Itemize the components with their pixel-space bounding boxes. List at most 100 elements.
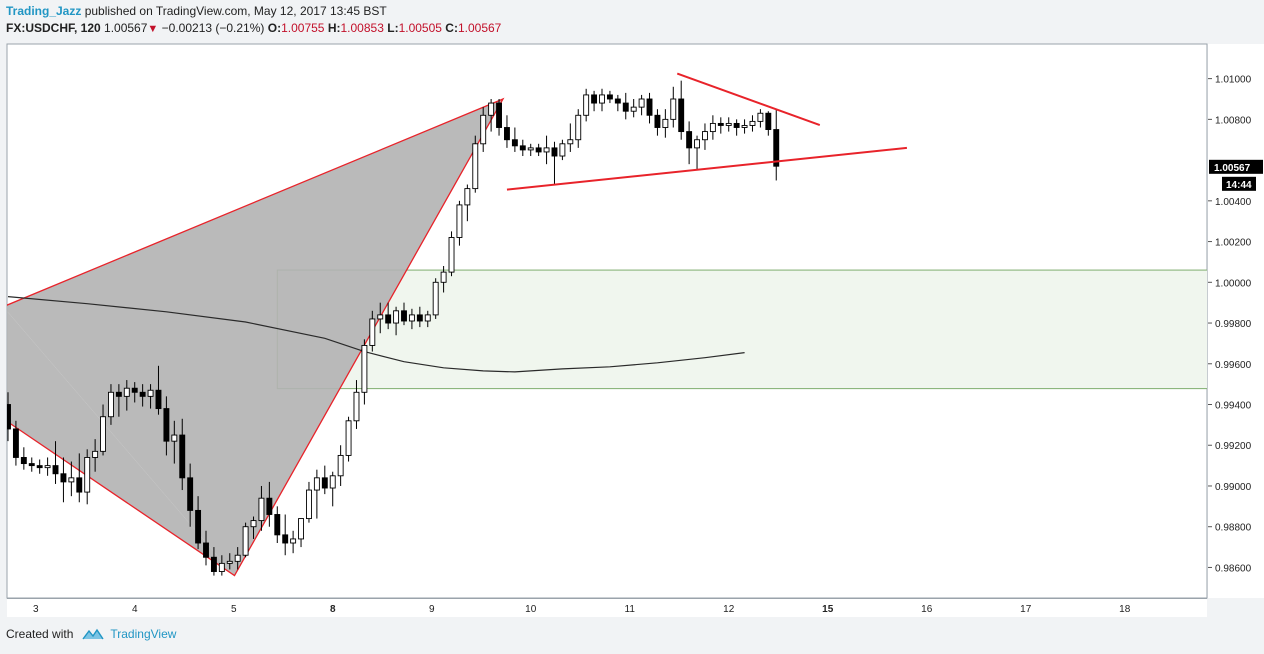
candle-body-up [68,477,75,483]
author-link[interactable]: Trading_Jazz [6,4,82,18]
candle [725,117,732,132]
candle [456,200,463,246]
time-tick-label: 11 [625,604,636,615]
candle-body-up [527,147,534,151]
candle [242,522,249,558]
candle [68,461,75,497]
candle [100,404,106,456]
candle-body-up [226,560,233,564]
tradingview-link[interactable]: TradingView [110,627,177,641]
candle-body-up [725,122,732,126]
candle [195,496,202,550]
candle [488,98,495,132]
candle [511,127,518,152]
candle-body-up [464,188,471,206]
candle [274,506,281,544]
candle [298,518,304,548]
candle [361,339,368,405]
candle-body-up [583,94,590,116]
candle-body-up [662,118,669,128]
candle-body-up [123,387,130,397]
candle [614,94,621,112]
candle-body-down [385,314,392,324]
candle-body-up [638,98,645,108]
moving-average-line [7,296,745,373]
candle-body-up [377,314,384,320]
candle-body-down [131,387,138,393]
demand-zone [276,269,1207,390]
candle-body-up [432,281,439,316]
candle-body-up [337,454,344,477]
candle-body-up [290,538,297,544]
candle-body-down [187,477,194,511]
candle [266,481,273,527]
candle-body-down [321,477,328,489]
candle-body-down [686,131,693,149]
countdown-tag [1222,176,1256,191]
price-tick-label: 1.00800 [1215,115,1252,126]
candle-body-up [599,94,605,104]
candle-body-up [345,420,352,456]
candle-body-down [519,145,526,151]
price-tick-label: 1.00200 [1215,238,1252,249]
candle-body-up [543,147,550,153]
candle-body-down [551,147,558,157]
price-tick-label: 0.99600 [1215,360,1252,371]
price-change: −0.00213 (−0.21%) [161,21,265,35]
candle-body-up [575,114,582,141]
candle-body-up [84,457,91,493]
candle-body-up [559,143,566,157]
candle [377,302,384,334]
candle [678,80,685,140]
candle [504,115,510,148]
candle [36,459,43,474]
candle [670,86,677,128]
candle-body-up [313,477,320,491]
time-tick-label: 5 [231,604,237,615]
harmonic-pattern-upper [7,99,503,576]
candle [551,141,558,185]
candle [773,109,780,181]
candle-body-down [274,514,281,536]
time-tick-label: 17 [1020,604,1032,615]
candle-body-up [393,310,400,324]
candle-body-down [115,391,122,397]
candle [345,416,352,462]
candle-body-down [622,102,629,112]
candle-body-down [606,94,613,100]
candle-body-up [369,318,376,346]
candle-body-down [179,434,186,479]
candle [424,310,431,328]
published-text: published on TradingView.com, May 12, 20… [84,4,387,18]
candle [7,392,11,442]
candle [733,119,740,136]
candle-body-down [511,139,518,147]
candle [313,469,320,519]
candle [131,382,138,403]
last-price-label: 1.00567 [1214,163,1251,174]
candle [321,465,328,495]
candle [92,439,99,472]
open-label: O: [267,21,282,35]
candle [630,98,637,118]
candle-body-up [171,434,178,442]
candle-body-down [733,122,740,128]
candle-body-up [108,391,114,418]
candle [210,547,217,576]
candle-body-down [504,127,510,141]
quote-line: FX:USDCHF, 120 1.00567▼ −0.00213 (−0.21%… [6,20,1256,38]
candle-body-down [591,94,598,104]
time-tick-label: 12 [723,604,735,615]
footer: Created with TradingView [6,627,176,641]
tradingview-logo-icon [82,628,104,640]
candle [369,310,376,352]
candle [250,516,257,539]
candle-body-up [361,344,368,393]
candle [448,231,455,277]
candle [543,135,550,165]
candle [337,445,344,486]
candle [717,117,724,134]
candle-body-down [155,389,162,410]
upper-trendline [676,72,821,127]
